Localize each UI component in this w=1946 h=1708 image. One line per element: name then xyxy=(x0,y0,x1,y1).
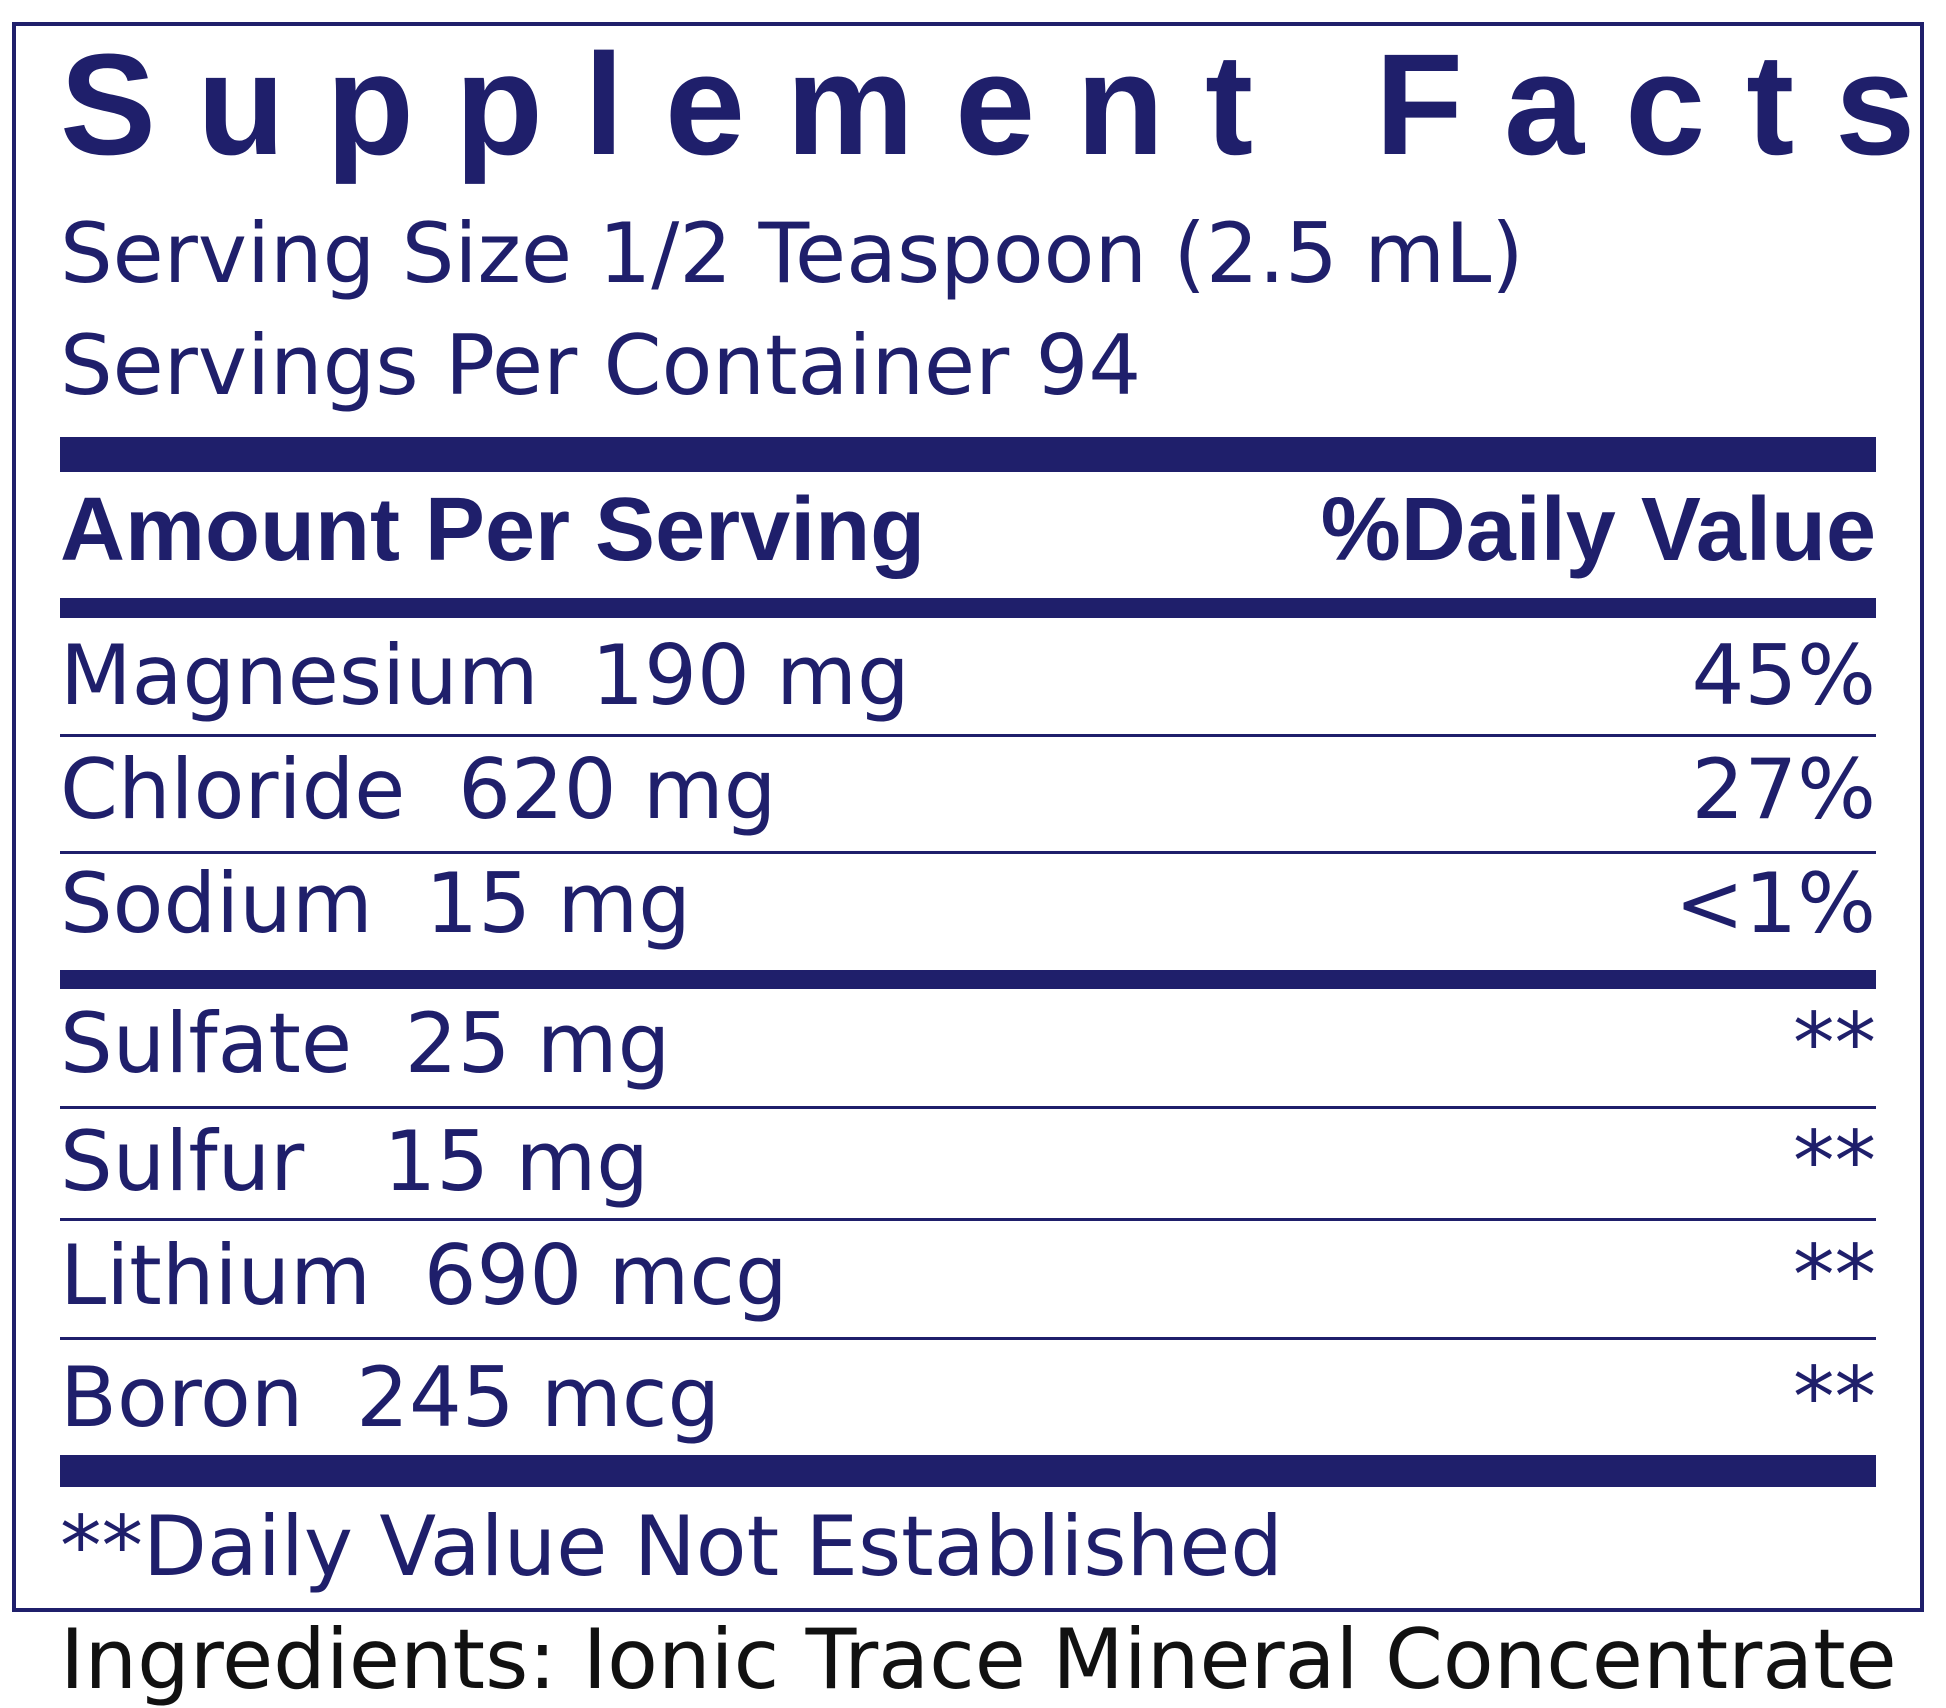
ingredients-text-cropped: Ingredients: Ionic Trace Mineral Concent… xyxy=(60,1611,1897,1708)
servings-per-container: Servings Per Container 94 xyxy=(60,317,1142,414)
thin-divider xyxy=(60,1337,1876,1340)
thin-divider xyxy=(60,851,1876,854)
nutrient-dv: 45% xyxy=(1691,627,1876,724)
nutrient-dv: ** xyxy=(1793,1227,1876,1324)
nutrient-name: Boron 245 mcg xyxy=(60,1349,721,1446)
thick-divider xyxy=(60,1455,1876,1487)
supplement-facts-panel xyxy=(12,22,1924,1612)
thick-divider xyxy=(60,970,1876,989)
nutrient-name: Sodium 15 mg xyxy=(60,855,691,952)
thin-divider xyxy=(60,1106,1876,1109)
nutrient-dv: 27% xyxy=(1691,741,1876,838)
nutrient-name: Sulfate 25 mg xyxy=(60,995,671,1092)
nutrient-dv: ** xyxy=(1793,1349,1876,1446)
thin-divider xyxy=(60,1218,1876,1221)
nutrient-name: Chloride 620 mg xyxy=(60,741,777,838)
nutrient-name: Lithium 690 mcg xyxy=(60,1227,788,1324)
nutrient-dv: ** xyxy=(1793,1113,1876,1210)
thick-divider xyxy=(60,437,1876,472)
footnote: **Daily Value Not Established xyxy=(60,1498,1283,1595)
thin-divider xyxy=(60,734,1876,737)
serving-size: Serving Size 1/2 Teaspoon (2.5 mL) xyxy=(60,205,1524,302)
nutrient-dv: ** xyxy=(1793,995,1876,1092)
panel-title: Supplement Facts xyxy=(60,24,1946,185)
daily-value-header: %Daily Value xyxy=(1320,480,1876,580)
amount-per-serving-header: Amount Per Serving xyxy=(60,480,926,580)
nutrient-name: Sulfur 15 mg xyxy=(60,1113,649,1210)
nutrient-name: Magnesium 190 mg xyxy=(60,627,910,724)
thick-divider xyxy=(60,598,1876,618)
nutrient-dv: <1% xyxy=(1674,855,1876,952)
